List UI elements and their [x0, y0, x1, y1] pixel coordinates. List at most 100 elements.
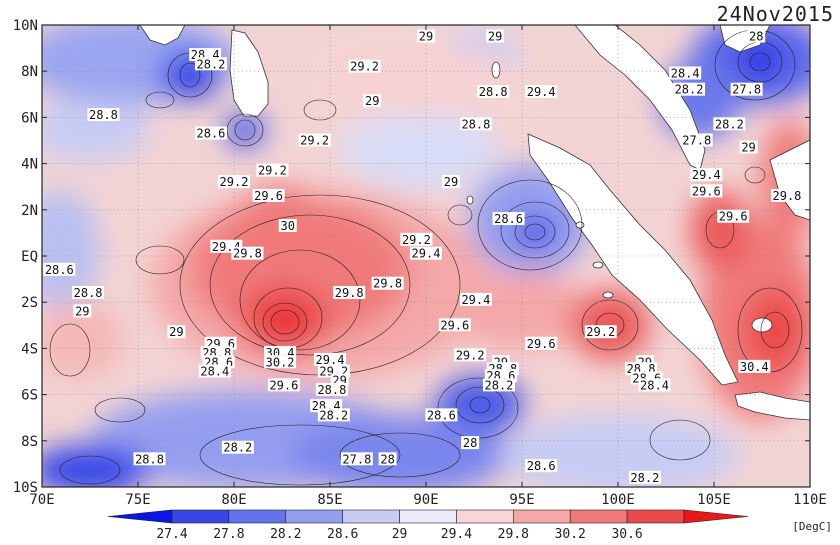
colorbar-tick-label: 29 [392, 527, 408, 542]
colorbar-segment [285, 509, 343, 524]
contour-label-text: 28.6 [527, 459, 556, 473]
contour-label: 29.2 [454, 348, 487, 362]
lat-tick-label: 4N [21, 157, 38, 173]
contour-label-text: 29.2 [402, 233, 431, 247]
colorbar-segment [569, 509, 628, 524]
contour-label-bg [198, 364, 231, 378]
colorbar-segment [171, 509, 230, 524]
contour-label: 29.6 [252, 188, 285, 203]
contour-label-bg [348, 59, 381, 73]
contour-label-bg [738, 359, 771, 373]
contour-label: 28.2 [194, 57, 227, 71]
contour-label-bg [638, 378, 671, 392]
contour-label-bg [739, 140, 758, 154]
contour-label: 30.4 [738, 359, 771, 374]
contour-label-bg [133, 452, 166, 466]
colorbar-unit-label: [DegC] [792, 520, 832, 533]
contour-label-bg [371, 276, 404, 290]
colorbar-tick-label: 27.8 [213, 527, 244, 542]
contour-label: 28.4 [638, 378, 671, 392]
contour-label: 28.8 [459, 117, 492, 131]
contour-label: 29.6 [690, 184, 723, 198]
axis-ticks: 70E 75E 80E 85E 90E 95E 100E 105E 110E 10N 8N 6N 4N 2… [13, 18, 827, 508]
land-small-island [575, 221, 585, 229]
contour-label-bg [525, 84, 558, 98]
contour-label-text: 29.6 [692, 184, 721, 198]
contour-label-bg [87, 108, 120, 122]
contour-label: 28.8 [315, 382, 348, 397]
colorbar-segment [513, 509, 571, 524]
contour-label-text: 29.4 [412, 247, 441, 261]
contour-label-bg [690, 184, 723, 198]
land-india-tip [139, 25, 186, 46]
land-sri-lanka [229, 29, 269, 117]
lon-tick-label: 95E [509, 492, 534, 508]
lat-tick-label: EQ [21, 249, 38, 265]
contour-label-text: 28 [463, 436, 477, 450]
contour-label-text: 29.6 [440, 318, 469, 332]
contour-label-text: 29.8 [335, 286, 364, 300]
land-small-island [466, 195, 474, 205]
contour-label: 28.2 [221, 440, 254, 455]
land-sumatra [527, 133, 739, 386]
colorbar-arrow-high [683, 509, 749, 524]
contour-label-bg [669, 66, 702, 80]
contour-label-bg [252, 188, 285, 202]
contour-label-bg [378, 452, 397, 466]
contour-label-bg [730, 82, 763, 96]
contour-label-bg [72, 285, 105, 299]
contour-label-text: 28.8 [74, 286, 103, 300]
contour-label-bg [267, 378, 300, 392]
contour-label: 29 [73, 304, 92, 318]
contour-label: 28.6 [194, 126, 227, 141]
contour-label: 29.2 [256, 163, 289, 178]
colorbar-tick-label: 29.4 [441, 527, 472, 542]
contour-label: 29.2 [298, 133, 331, 148]
contour-label: 28.2 [482, 378, 515, 392]
contour-label: 28.6 [492, 212, 525, 226]
colorbar-tick-label: 29.8 [498, 527, 529, 542]
contour-label-bg [486, 29, 505, 43]
contour-label: 29.6 [717, 209, 750, 224]
contour-label-bg [438, 318, 471, 332]
contour-label-text: 28.2 [485, 378, 514, 392]
contour-label: 27.8 [680, 133, 713, 148]
contour-label-bg [482, 378, 515, 392]
contour-label-text: 29 [419, 30, 433, 44]
contour-label-bg [747, 29, 766, 43]
colorbar-segment [342, 509, 400, 524]
contour-label: 29 [417, 29, 435, 44]
contour-label-bg [298, 133, 331, 147]
lon-tick-label: 85E [317, 492, 342, 508]
contour-label: 27.8 [340, 452, 373, 466]
land-java [734, 391, 810, 421]
contour-label-bg [477, 84, 510, 98]
contour-label: 28 [461, 436, 480, 450]
contour-label-text: 28.4 [200, 365, 229, 379]
colorbar: 27.4 27.8 28.2 28.6 29 29.4 29.8 30.2 30.6 [107, 509, 749, 542]
contour-label: 29 [486, 29, 505, 44]
contour-label: 28 [747, 29, 766, 44]
contour-label-bg [425, 408, 458, 422]
contour-label-bg [167, 325, 186, 339]
contour-label: 29.2 [400, 232, 433, 247]
contour-label: 29.2 [584, 325, 617, 339]
contour-label-text: 29 [741, 140, 755, 154]
contour-label-text: 28.2 [197, 57, 226, 71]
contour-label-text: 29 [444, 175, 458, 189]
contour-label: 28.4 [198, 364, 231, 379]
colorbar-tick-label: 27.4 [156, 527, 187, 542]
contour-label-text: 28.2 [675, 83, 704, 97]
contour-label-bg [194, 126, 227, 140]
contour-label-bg [441, 175, 460, 189]
contour-label-text: 29 [488, 30, 502, 44]
contour-label-bg [459, 117, 492, 131]
contour-label: 29.6 [525, 336, 558, 351]
contour-label: 29.4 [314, 352, 346, 367]
lat-tick-label: 6S [21, 388, 38, 404]
contour-label: 29.8 [371, 276, 404, 291]
contour-label-bg [264, 355, 297, 369]
contour-label-text: 29.4 [692, 168, 721, 182]
contour-label-text: 28 [749, 30, 763, 44]
